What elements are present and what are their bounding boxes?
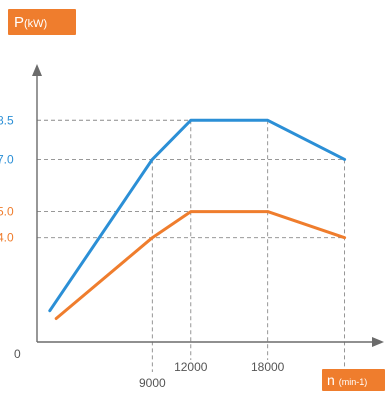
tick-labels: 8.57.05.04.09000120001800024000 — [0, 113, 362, 390]
guide-lines — [37, 119, 346, 372]
y-axis-title-badge: P(kW) — [8, 9, 76, 35]
axes — [32, 64, 384, 347]
y-axis-arrow — [32, 64, 42, 76]
x-axis-arrow — [372, 337, 384, 347]
y-tick-label: 7.0 — [0, 152, 14, 166]
series-lines — [48, 118, 347, 320]
x-tick-label: 18000 — [251, 360, 285, 374]
x-axis-title-badge: n (min-1) — [322, 369, 385, 391]
x-axis-title: n (min-1) — [327, 372, 367, 388]
series-line-2 — [54, 210, 347, 320]
origin-label: 0 — [14, 347, 21, 361]
x-tick-label: 12000 — [174, 360, 208, 374]
y-axis-title: P(kW) — [14, 14, 47, 31]
y-tick-label: 5.0 — [0, 205, 14, 219]
y-tick-label: 8.5 — [0, 113, 14, 127]
y-tick-label: 4.0 — [0, 231, 14, 245]
series-line-1 — [48, 118, 347, 313]
x-tick-label: 9000 — [139, 376, 166, 390]
